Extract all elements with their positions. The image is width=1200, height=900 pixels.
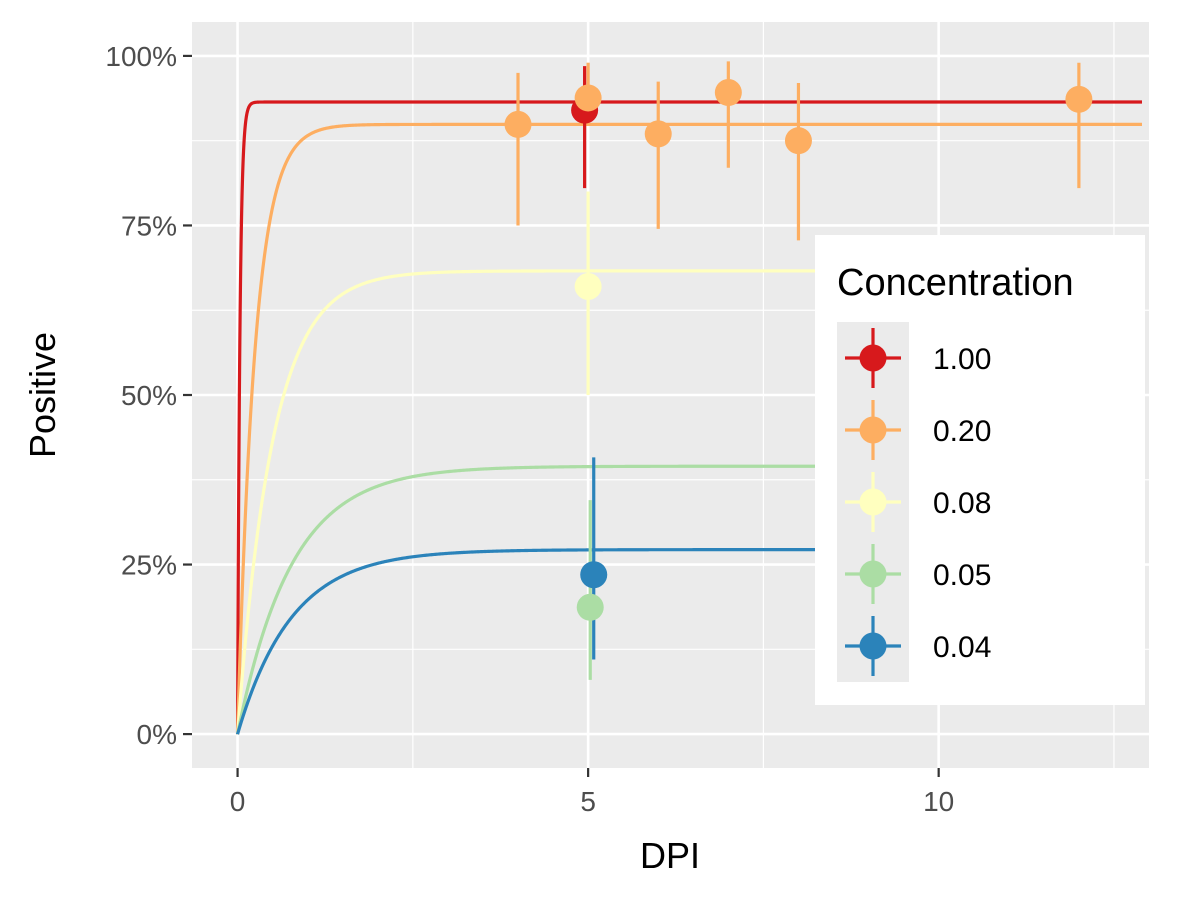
legend-title: Concentration [837,262,1074,304]
x-tick-label: 10 [923,786,954,817]
legend-label-0.05: 0.05 [933,559,991,592]
legend-label-0.08: 0.08 [933,487,991,520]
fit-curve-0.20 [235,122,1142,735]
y-tick-label: 100% [105,41,177,72]
fit-curve-1.00 [235,100,1142,735]
data-point-0.05 [576,593,604,621]
data-point-0.08 [574,272,602,300]
legend-items: 1.00 0.20 0.08 0.05 0.04 [837,322,991,682]
legend-label-1.00: 1.00 [933,343,991,376]
legend-key-point [859,632,887,660]
axes: 0 5 100%25%50%75%100% [105,41,954,817]
x-axis-title: DPI [640,835,700,876]
data-point-0.20 [714,79,742,107]
y-tick-label: 50% [121,380,177,411]
data-point-0.20 [504,110,532,138]
data-point-0.20 [784,127,812,155]
data-point-0.20 [574,84,602,112]
legend-key-point [859,488,887,516]
legend-key-point [859,344,887,372]
legend-label-0.20: 0.20 [933,415,991,448]
data-point-0.20 [1065,85,1093,113]
x-tick-label: 0 [230,786,246,817]
legend-key-point [859,416,887,444]
legend-key-point [859,560,887,588]
data-points [504,61,1093,680]
data-point-0.20 [644,120,672,148]
data-point-0.04 [580,561,608,589]
y-tick-label: 25% [121,550,177,581]
y-tick-label: 75% [121,210,177,241]
y-axis-title: Positive [22,332,63,458]
y-tick-label: 0% [137,719,177,750]
legend-label-0.04: 0.04 [933,631,991,664]
x-tick-label: 5 [580,786,596,817]
legend: Concentration 1.00 0.20 0.08 0.05 0.04 [815,235,1145,705]
